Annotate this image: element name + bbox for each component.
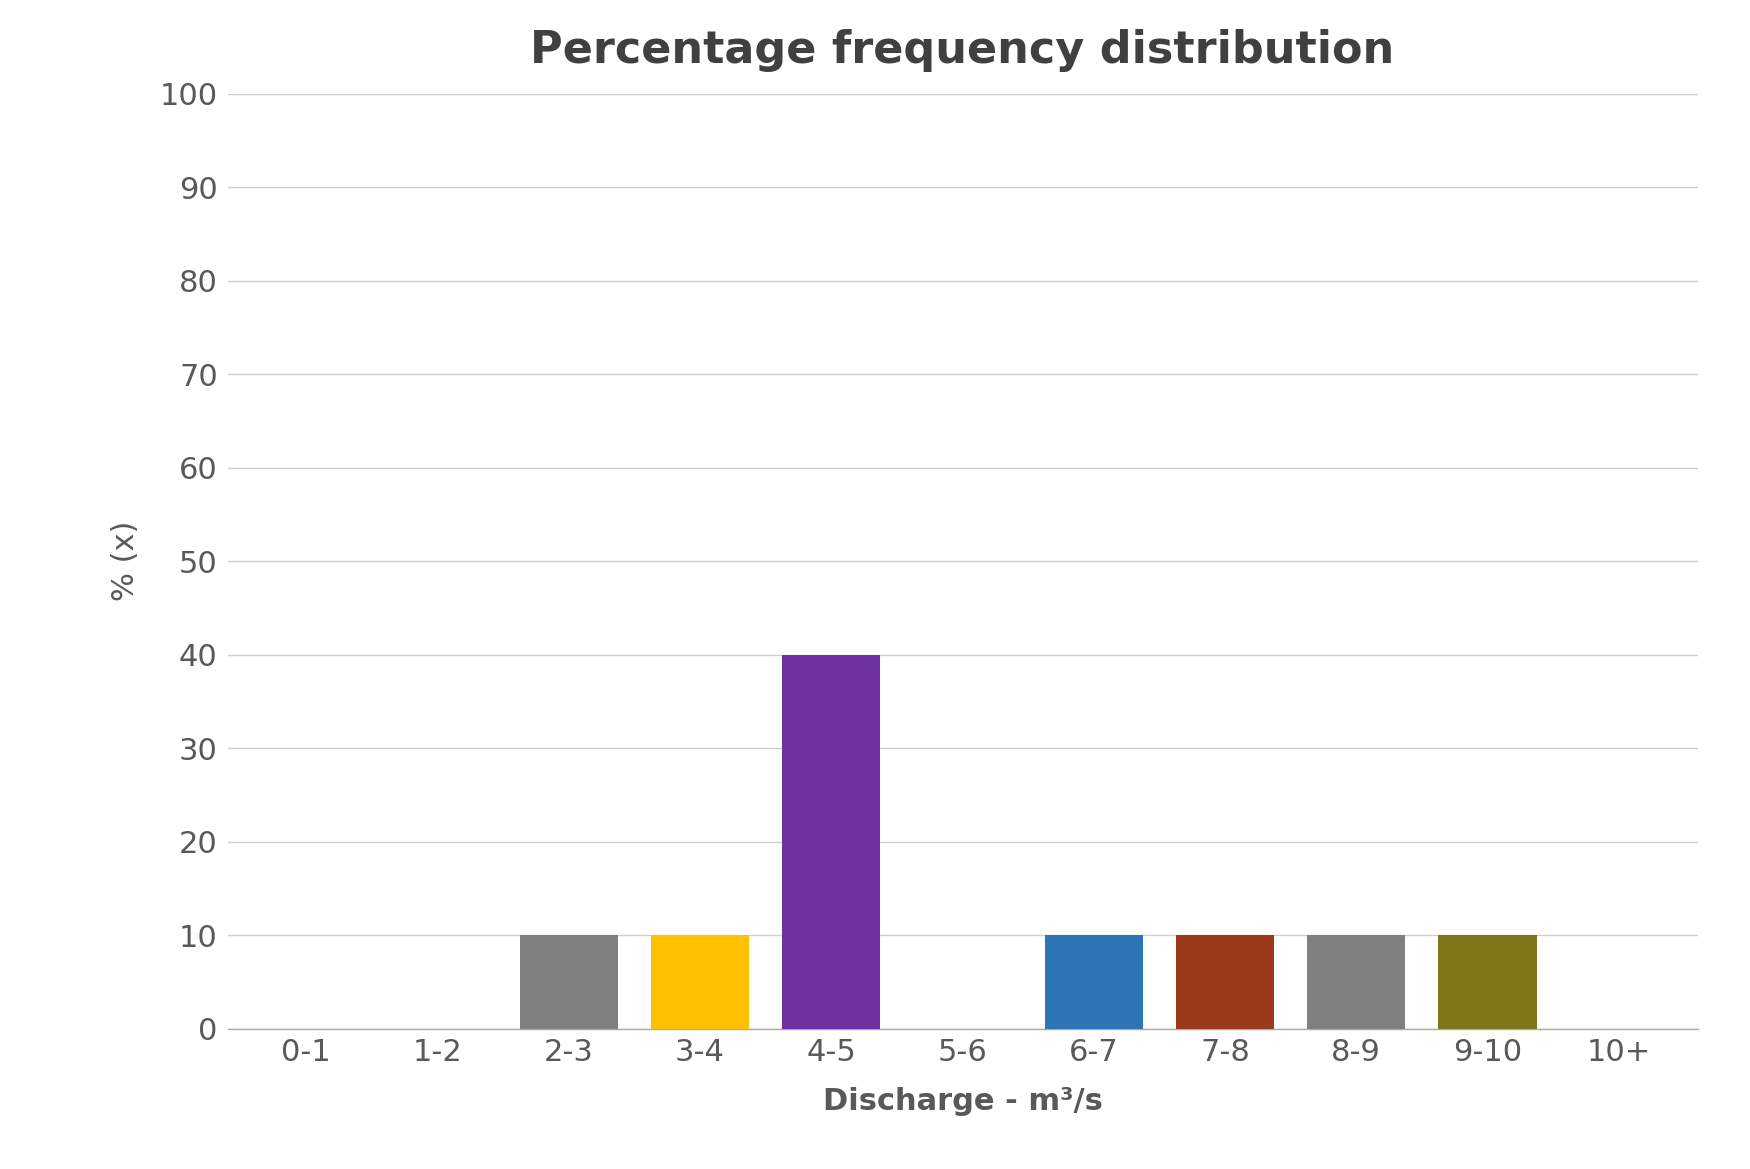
Bar [520,935,618,1029]
Bar [1438,935,1536,1029]
Bar [1307,935,1405,1029]
Bar [1045,935,1143,1029]
Y-axis label: % (x): % (x) [112,521,140,601]
Title: Percentage frequency distribution: Percentage frequency distribution [530,29,1395,72]
Bar [1176,935,1274,1029]
Bar [651,935,749,1029]
Bar [782,655,880,1029]
X-axis label: Discharge - m³/s: Discharge - m³/s [822,1087,1102,1116]
